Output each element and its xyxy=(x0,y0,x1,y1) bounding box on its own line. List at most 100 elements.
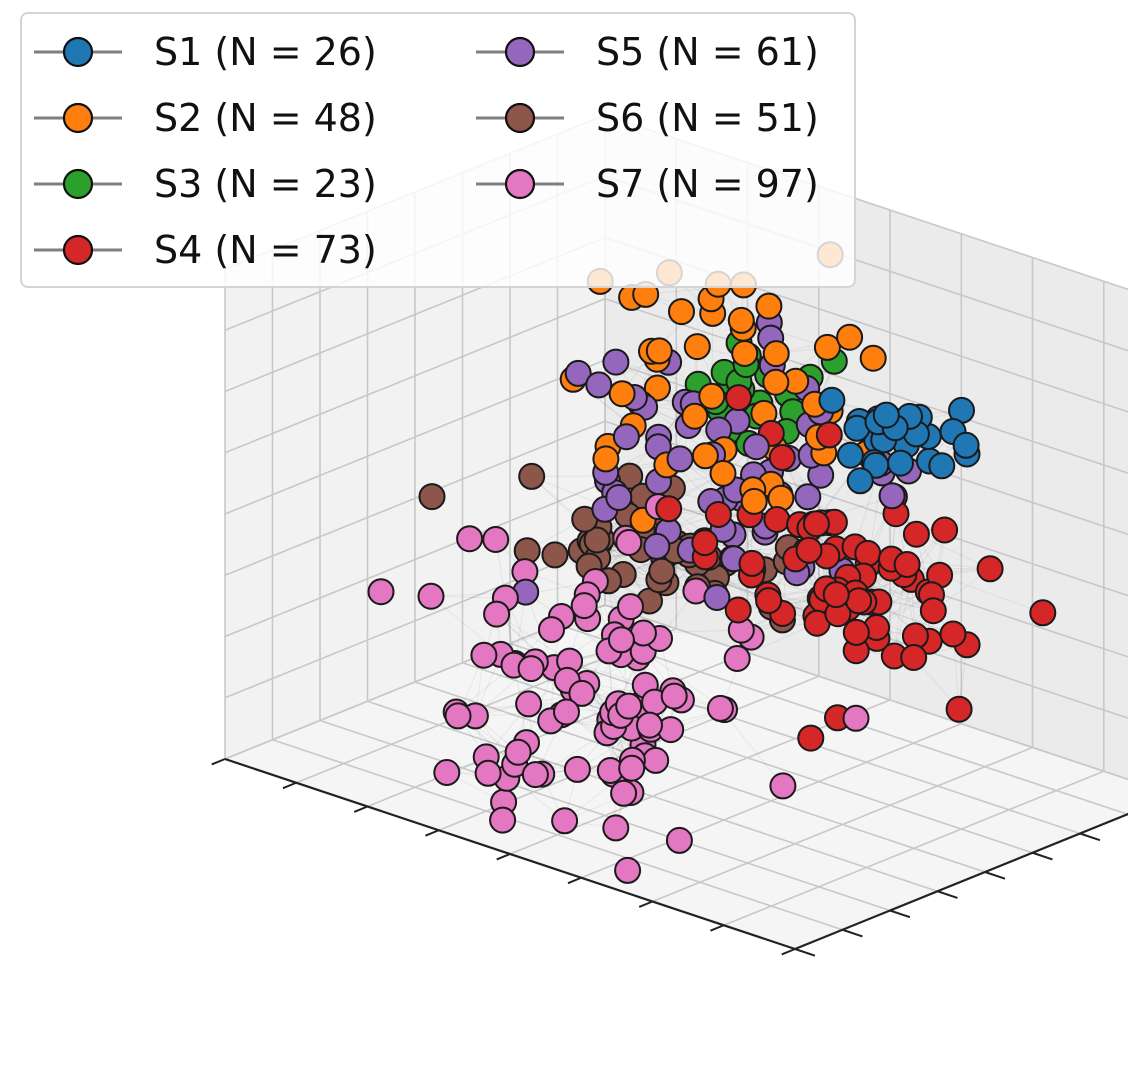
data-point-s2 xyxy=(592,445,620,473)
network-edge xyxy=(711,313,714,397)
data-point-s2 xyxy=(608,380,636,408)
data-point-s2 xyxy=(762,368,790,396)
data-point-s2 xyxy=(731,340,759,367)
data-point-s7 xyxy=(660,682,688,710)
x-tick xyxy=(638,900,653,908)
data-point-s7 xyxy=(489,806,517,834)
data-point-s2 xyxy=(691,442,719,470)
data-point-s4 xyxy=(900,644,928,671)
legend-marker-s1 xyxy=(34,36,122,68)
data-point-s4 xyxy=(655,495,683,523)
data-point-s4 xyxy=(902,520,930,548)
legend-label-s3: S3 (N = 23) xyxy=(154,162,377,206)
legend-dot xyxy=(62,36,94,68)
x-tick xyxy=(496,853,511,861)
data-point-s4 xyxy=(704,501,732,528)
legend-label-s4: S4 (N = 73) xyxy=(154,228,377,272)
data-point-s7 xyxy=(602,814,630,842)
legend-dot xyxy=(504,168,536,200)
gridline xyxy=(224,298,606,454)
data-point-s2 xyxy=(681,402,709,430)
data-point-s4 xyxy=(738,549,766,577)
axis-ticks xyxy=(211,758,1128,957)
data-point-s7 xyxy=(568,679,596,707)
gridline xyxy=(224,359,606,515)
data-point-s4 xyxy=(691,529,719,557)
data-point-s2 xyxy=(683,333,711,361)
legend-entry-s1: S1 (N = 26) xyxy=(32,19,377,85)
data-point-s4 xyxy=(939,620,967,648)
data-point-s7 xyxy=(618,754,646,782)
data-point-s4 xyxy=(931,516,959,544)
data-point-s7 xyxy=(517,655,545,683)
data-point-s4 xyxy=(763,506,791,533)
legend-label-s5: S5 (N = 61) xyxy=(596,30,819,74)
data-point-s4 xyxy=(755,587,783,615)
legend-marker-s7 xyxy=(476,168,564,200)
data-point-s4 xyxy=(725,384,753,412)
data-point-s7 xyxy=(607,626,635,654)
data-point-s5 xyxy=(585,371,613,399)
data-point-s7 xyxy=(433,759,461,786)
legend-marker-s4 xyxy=(34,234,122,266)
legend-entry-s4: S4 (N = 73) xyxy=(32,217,377,283)
legend: S1 (N = 26) S2 (N = 48) S3 (N = 23) S4 (… xyxy=(20,12,856,288)
network-edge xyxy=(704,540,787,563)
data-point-s5 xyxy=(602,348,630,376)
gridline xyxy=(509,642,1081,835)
data-point-s7 xyxy=(610,779,638,807)
x-tick xyxy=(567,876,582,885)
y-tick xyxy=(842,928,863,938)
data-point-s5 xyxy=(666,445,694,473)
data-point-s2 xyxy=(859,344,887,372)
data-point-s7 xyxy=(553,698,580,726)
data-point-s4 xyxy=(795,536,823,564)
data-point-s7 xyxy=(456,525,484,553)
legend-entry-s6: S6 (N = 51) xyxy=(474,85,819,151)
network-edge xyxy=(736,622,818,660)
data-point-s1 xyxy=(846,467,874,495)
data-point-s2 xyxy=(698,382,726,410)
data-point-s1 xyxy=(872,401,900,429)
legend-label-s2: S2 (N = 48) xyxy=(154,96,377,140)
data-point-s7 xyxy=(504,738,532,766)
data-point-s5 xyxy=(612,423,640,451)
network-edge xyxy=(916,533,991,570)
data-point-s4 xyxy=(854,539,882,567)
data-point-s4 xyxy=(1029,599,1057,627)
legend-dot xyxy=(62,234,94,266)
legend-marker-s6 xyxy=(476,102,564,134)
data-point-s4 xyxy=(815,421,843,449)
y-tick xyxy=(937,890,958,899)
data-point-s5 xyxy=(878,482,906,510)
data-point-s7 xyxy=(723,645,751,672)
data-point-s7 xyxy=(483,600,511,628)
data-point-s2 xyxy=(727,306,755,334)
data-point-s7 xyxy=(615,529,643,556)
legend-dot xyxy=(62,168,94,200)
data-point-s4 xyxy=(845,587,873,615)
data-point-s7 xyxy=(417,582,445,610)
x-tick xyxy=(710,924,725,932)
data-point-s7 xyxy=(482,526,510,553)
data-point-s4 xyxy=(797,724,825,752)
data-point-s4 xyxy=(724,596,752,624)
data-point-s7 xyxy=(538,616,565,644)
data-point-s2 xyxy=(643,374,671,402)
data-point-s2 xyxy=(755,292,783,320)
data-point-s7 xyxy=(617,593,644,621)
data-point-s5 xyxy=(564,359,592,387)
legend-label-s7: S7 (N = 97) xyxy=(596,162,819,206)
data-point-s1 xyxy=(928,452,956,480)
data-point-s7 xyxy=(563,755,591,783)
data-point-s7 xyxy=(367,578,395,606)
network-edge xyxy=(496,613,570,662)
legend-entry-s5: S5 (N = 61) xyxy=(474,19,819,85)
data-point-s4 xyxy=(893,551,921,578)
y-tick xyxy=(984,871,1006,880)
data-point-s2 xyxy=(740,487,768,515)
y-tick xyxy=(1032,851,1053,861)
data-point-s5 xyxy=(605,484,633,511)
data-point-s1 xyxy=(952,431,980,459)
data-point-s2 xyxy=(709,459,737,487)
